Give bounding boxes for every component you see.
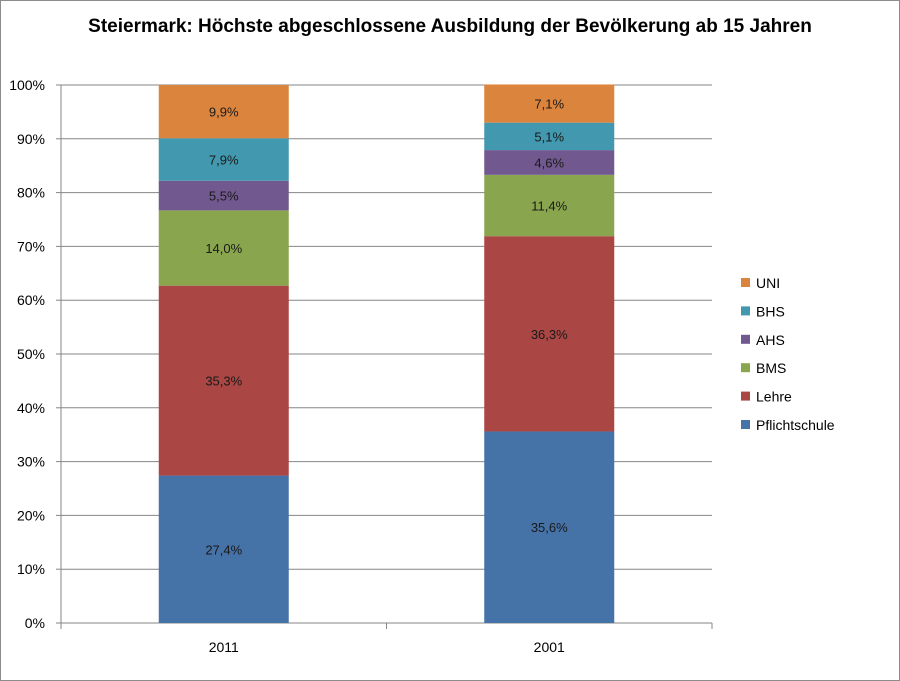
chart-title: Steiermark: Höchste abgeschlossene Ausbi… bbox=[88, 16, 812, 37]
data-label: 14,0% bbox=[205, 241, 242, 256]
x-tick-label: 2001 bbox=[534, 639, 565, 655]
bar-segment bbox=[158, 138, 289, 181]
data-label: 11,4% bbox=[531, 199, 567, 214]
bar-segment bbox=[158, 285, 289, 476]
legend-label: Lehre bbox=[756, 389, 792, 405]
y-tick-label: 10% bbox=[17, 561, 45, 577]
bar-segment bbox=[158, 85, 289, 139]
y-tick-label: 20% bbox=[17, 507, 45, 523]
bar-segment bbox=[158, 180, 289, 211]
data-label: 5,1% bbox=[534, 129, 564, 144]
axes: 0% 10% 20% 30% 40% 50% 60% 70% 80% 90% 100% 2011 200… bbox=[9, 77, 713, 655]
data-label: 27,4% bbox=[205, 542, 242, 557]
legend-label: BMS bbox=[756, 360, 786, 376]
y-tick-label: 90% bbox=[17, 131, 45, 147]
legend-swatch bbox=[741, 334, 750, 344]
bar-segment bbox=[484, 122, 615, 151]
bar-segment bbox=[484, 431, 615, 623]
data-label: 5,5% bbox=[209, 189, 239, 204]
bar-segment bbox=[484, 174, 615, 237]
bar-segment bbox=[484, 236, 615, 432]
legend-swatch bbox=[741, 420, 750, 429]
legend-label: AHS bbox=[756, 332, 785, 348]
legend-swatch bbox=[741, 363, 750, 373]
gridlines bbox=[61, 84, 712, 570]
y-tick-label: 70% bbox=[17, 238, 45, 254]
y-tick-label: 50% bbox=[17, 346, 45, 362]
bar-segment bbox=[158, 475, 289, 623]
legend-label: UNI bbox=[756, 275, 780, 291]
legend-swatch bbox=[741, 306, 750, 316]
data-label: 9,9% bbox=[209, 105, 239, 120]
legend: UNI BHS AHS BMS Lehre Pflichtschule bbox=[741, 275, 835, 433]
y-tick-label: 80% bbox=[17, 185, 45, 201]
y-tick-label: 100% bbox=[9, 77, 45, 93]
legend-label: Pflichtschule bbox=[756, 417, 835, 433]
legend-label: BHS bbox=[756, 303, 785, 319]
data-label: 4,6% bbox=[534, 155, 564, 170]
bar-segment bbox=[484, 150, 615, 175]
x-tick-label: 2011 bbox=[209, 639, 239, 655]
data-labels: 27,4% 35,3% 14,0% 5,5% 7,9% 9,9% 35,6% 36,3% 11,… bbox=[205, 97, 568, 558]
y-tick-label: 30% bbox=[17, 454, 45, 470]
bar-segment bbox=[484, 84, 615, 123]
data-label: 7,9% bbox=[209, 153, 239, 168]
bar-segment bbox=[158, 210, 289, 286]
data-label: 36,3% bbox=[531, 327, 568, 342]
bar-series bbox=[158, 84, 615, 623]
y-tick-label: 60% bbox=[17, 292, 45, 308]
legend-swatch bbox=[741, 391, 750, 401]
data-label: 7,1% bbox=[534, 97, 564, 112]
data-label: 35,3% bbox=[205, 374, 242, 389]
y-tick-label: 0% bbox=[25, 615, 45, 631]
y-tick-label: 40% bbox=[17, 400, 45, 416]
legend-swatch bbox=[741, 278, 750, 287]
data-label: 35,6% bbox=[531, 520, 568, 535]
